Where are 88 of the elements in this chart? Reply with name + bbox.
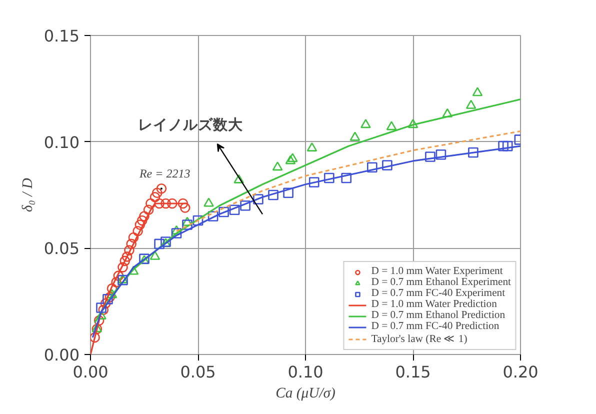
point [126, 238, 136, 250]
point [111, 277, 122, 288]
y-tick-label: 0.10 [44, 132, 80, 152]
legend-label: Taylor's law (Re ≪ 1) [371, 333, 468, 345]
point [360, 118, 371, 128]
point [134, 220, 146, 230]
point [234, 174, 244, 184]
point [128, 232, 139, 243]
point [285, 155, 296, 164]
point [268, 190, 278, 200]
y-tick-label: 0.00 [44, 346, 80, 364]
legend-label: D = 0.7 mm FC-40 Prediction [371, 321, 500, 332]
point [208, 211, 218, 222]
point [218, 206, 229, 218]
point [253, 194, 264, 204]
point [100, 298, 111, 309]
y-tick-label: 0.15 [44, 26, 80, 46]
point [122, 252, 132, 262]
point [139, 211, 150, 222]
point [146, 198, 156, 209]
point [143, 204, 154, 216]
point [382, 160, 392, 170]
legend-label: D = 0.7 mm Ethanol Prediction [371, 310, 506, 321]
point [102, 294, 113, 304]
point [306, 142, 318, 152]
point [124, 245, 134, 256]
point [308, 177, 320, 188]
point [160, 198, 171, 209]
point [229, 204, 240, 216]
point [104, 292, 115, 302]
point [341, 172, 352, 184]
point [150, 192, 160, 202]
point [498, 140, 508, 152]
annotation: Re = 2213 [138, 166, 190, 181]
point [106, 283, 118, 294]
point [96, 302, 106, 313]
x-tick-label: 0.05 [180, 362, 216, 382]
point [408, 118, 418, 128]
point [180, 202, 190, 213]
point [152, 188, 162, 198]
point [425, 152, 436, 162]
point [136, 215, 148, 226]
point [240, 200, 250, 211]
point [154, 198, 164, 209]
x-tick-label: 0.00 [72, 362, 108, 382]
point [472, 87, 483, 96]
legend-label: D = 1.0 mm Water Experiment [371, 266, 503, 277]
point [502, 140, 513, 152]
x-axis-title: Ca (μU/σ) [276, 386, 336, 402]
point [106, 289, 118, 298]
point [466, 100, 476, 109]
point [192, 215, 204, 226]
point [167, 198, 178, 209]
point [436, 149, 446, 160]
point [120, 256, 130, 266]
point [442, 108, 453, 118]
point [96, 310, 106, 320]
y-tick-label: 0.05 [44, 239, 80, 258]
point [204, 198, 214, 207]
point [118, 262, 128, 272]
point [113, 270, 124, 281]
legend-label: D = 0.7 mm FC-40 Experiment [371, 288, 506, 299]
point [171, 228, 182, 238]
annotation: レイノルズ数大 [138, 116, 244, 134]
point [287, 153, 298, 162]
point [350, 132, 360, 141]
point [182, 216, 192, 226]
legend-label: D = 0.7 mm Ethanol Experiment [371, 277, 511, 288]
legend-label: D = 1.0 mm Water Prediction [371, 299, 497, 310]
point [156, 183, 167, 194]
point [283, 188, 294, 198]
x-tick-label: 0.15 [395, 362, 431, 382]
point [90, 332, 100, 343]
point [150, 250, 160, 260]
point [386, 121, 397, 130]
x-tick-label: 0.10 [288, 362, 324, 382]
y-axis-title: δ₀ / D [20, 178, 36, 212]
point [132, 226, 143, 236]
point [182, 220, 192, 230]
point [154, 238, 164, 250]
point [367, 162, 378, 173]
point [128, 266, 139, 275]
point [272, 162, 283, 171]
point [98, 304, 109, 315]
point [324, 172, 334, 184]
x-tick-label: 0.20 [502, 362, 538, 382]
point [94, 315, 104, 326]
point [468, 147, 478, 158]
